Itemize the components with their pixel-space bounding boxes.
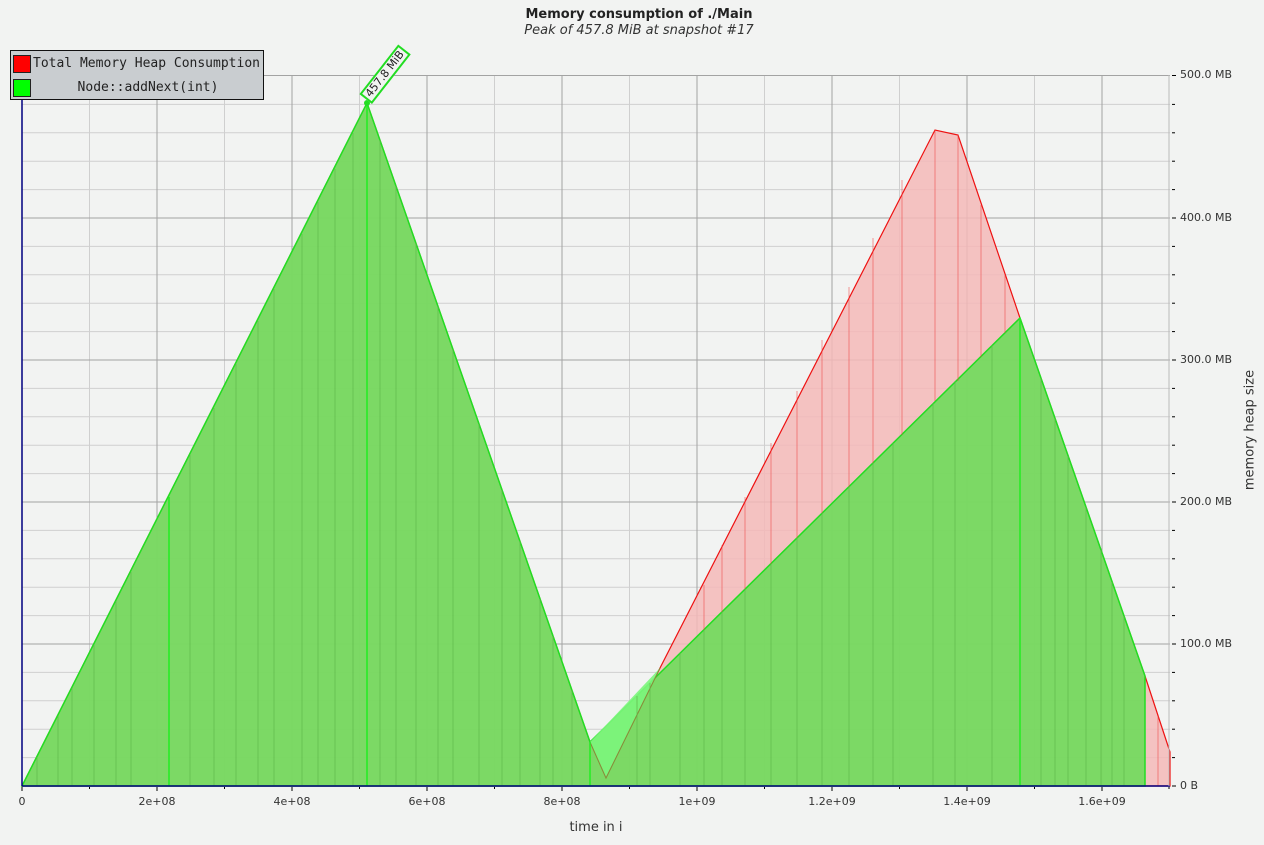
x-axis-label: time in i bbox=[569, 820, 623, 835]
x-tick-label: 8e+08 bbox=[543, 795, 581, 808]
snapshot-lines bbox=[36, 133, 1125, 786]
x-tick-label: 1e+09 bbox=[678, 795, 716, 808]
y-tick-label: 0 B bbox=[1180, 779, 1199, 792]
x-tick-label: 6e+08 bbox=[408, 795, 446, 808]
x-tick-label: 2e+08 bbox=[138, 795, 176, 808]
x-tick-label: 4e+08 bbox=[273, 795, 311, 808]
y-tick-label: 300.0 MB bbox=[1180, 353, 1233, 366]
y-axis-ticks bbox=[1172, 75, 1176, 787]
snapshot-lines-red bbox=[703, 130, 1159, 786]
legend-item-addnext[interactable]: Node::addNext(int) bbox=[11, 76, 263, 100]
legend-item-total[interactable]: Total Memory Heap Consumption bbox=[11, 52, 263, 76]
x-tick-label: 1.2e+09 bbox=[808, 795, 856, 808]
legend-label: Total Memory Heap Consumption bbox=[33, 56, 260, 71]
legend-swatch-green bbox=[13, 79, 31, 97]
legend: Total Memory Heap Consumption Node::addN… bbox=[10, 50, 264, 100]
total-dip-line bbox=[589, 667, 661, 780]
legend-label: Node::addNext(int) bbox=[77, 80, 219, 95]
y-tick-label: 500.0 MB bbox=[1180, 68, 1233, 81]
chart-subtitle: Peak of 457.8 MiB at snapshot #17 bbox=[524, 23, 754, 38]
legend-swatch-red bbox=[13, 55, 31, 73]
y-tick-label: 400.0 MB bbox=[1180, 211, 1233, 224]
chart-title: Memory consumption of ./Main bbox=[525, 7, 753, 22]
x-axis-ticks bbox=[21, 787, 1170, 791]
y-axis-label: memory heap size bbox=[1242, 369, 1258, 491]
y-tick-label: 100.0 MB bbox=[1180, 637, 1233, 650]
highlight-snapshots bbox=[168, 103, 1021, 786]
x-tick-label: 0 bbox=[18, 795, 26, 808]
x-tick-label: 1.4e+09 bbox=[943, 795, 991, 808]
x-tick-label: 1.6e+09 bbox=[1078, 795, 1126, 808]
dip-highlight bbox=[590, 668, 660, 778]
y-tick-label: 200.0 MB bbox=[1180, 495, 1233, 508]
